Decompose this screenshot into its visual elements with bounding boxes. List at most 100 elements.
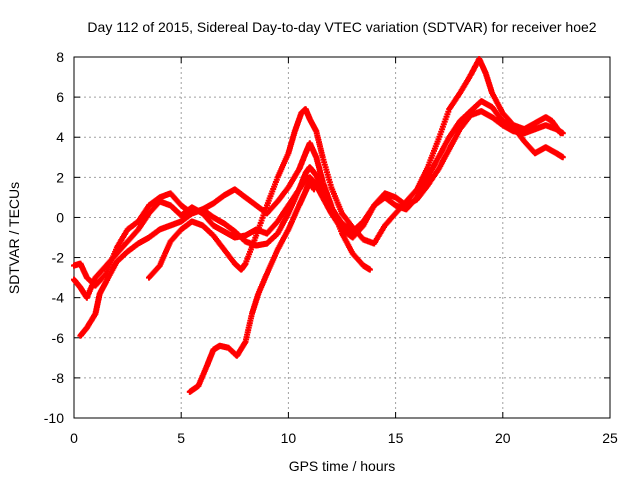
data-point: [447, 147, 451, 151]
data-point: [254, 203, 258, 207]
data-point: [361, 238, 365, 241]
data-point: [78, 334, 82, 338]
x-tick-label: 0: [70, 430, 78, 446]
data-point: [426, 175, 430, 179]
data-point: [304, 189, 308, 193]
data-point: [437, 137, 440, 141]
data-point: [201, 224, 205, 227]
data-point: [235, 354, 239, 358]
data-point: [136, 242, 140, 245]
data-point: [447, 107, 451, 111]
y-tick-label: 0: [56, 209, 64, 225]
data-point: [297, 187, 301, 191]
data-point: [329, 203, 333, 207]
data-point: [233, 262, 237, 266]
data-point: [179, 228, 183, 231]
data-point: [265, 272, 269, 276]
data-point: [104, 280, 108, 284]
data-point: [490, 91, 494, 95]
data-point: [233, 187, 237, 191]
data-point: [314, 129, 318, 133]
data-point: [115, 260, 119, 264]
data-point: [72, 278, 76, 282]
data-point: [136, 228, 140, 231]
data-point: [304, 107, 308, 111]
data-point: [426, 165, 430, 169]
data-point: [479, 99, 483, 103]
data-point: [304, 151, 308, 155]
data-point: [340, 232, 344, 235]
data-point: [383, 195, 387, 199]
data-point: [169, 224, 172, 227]
data-point: [222, 222, 226, 225]
data-point: [158, 195, 162, 199]
y-tick-label: -6: [52, 330, 65, 346]
data-point: [211, 234, 215, 237]
data-point: [276, 220, 280, 223]
data-point: [188, 390, 192, 394]
data-point: [501, 119, 505, 123]
data-point: [244, 340, 247, 344]
data-point: [437, 155, 440, 159]
y-tick-label: 2: [56, 169, 64, 185]
data-point: [383, 224, 387, 227]
data-point: [147, 276, 151, 280]
x-tick-label: 10: [281, 430, 297, 446]
data-point: [233, 230, 237, 233]
data-point: [256, 292, 260, 296]
data-point: [458, 127, 462, 131]
data-point: [85, 326, 89, 330]
data-point: [205, 364, 209, 368]
y-axis-label: SDTVAR / TECUs: [6, 182, 22, 294]
data-point: [85, 296, 89, 300]
data-point: [233, 236, 237, 239]
series-track-3: [77, 140, 373, 339]
data-point: [544, 115, 548, 119]
data-point: [533, 127, 537, 131]
data-point: [250, 312, 254, 316]
series-track-4: [146, 56, 564, 281]
y-tick-label: 4: [56, 129, 64, 145]
y-tick-label: 6: [56, 89, 64, 105]
data-point: [126, 228, 130, 231]
data-point: [550, 119, 554, 123]
data-point: [559, 131, 563, 135]
data-point: [93, 276, 97, 280]
data-point: [158, 228, 162, 231]
data-point: [179, 203, 183, 207]
data-point: [533, 121, 537, 125]
data-point: [314, 173, 318, 177]
data-point: [276, 248, 280, 251]
data-point: [244, 240, 247, 243]
data-point: [276, 199, 280, 203]
data-point: [308, 117, 312, 121]
data-point: [297, 167, 301, 171]
data-point: [126, 240, 130, 243]
x-tick-label: 20: [495, 430, 511, 446]
x-tick-labels: 0 5 10 15 20 25: [70, 430, 618, 446]
data-point: [239, 268, 243, 272]
data-point: [265, 232, 269, 235]
data-point: [211, 348, 215, 352]
data-point: [361, 220, 365, 223]
data-point: [312, 187, 316, 191]
y-tick-label: -2: [52, 250, 65, 266]
data-point: [265, 242, 269, 245]
data-point: [394, 195, 398, 199]
data-point: [299, 111, 303, 115]
data-point: [512, 123, 515, 127]
data-point: [286, 211, 290, 215]
data-point: [169, 203, 172, 207]
data-point: [244, 195, 247, 199]
data-point: [244, 234, 247, 237]
data-point: [85, 276, 89, 280]
data-point: [458, 119, 462, 123]
data-point: [276, 232, 280, 235]
data-point: [286, 151, 290, 155]
data-point: [147, 236, 151, 239]
data-point: [437, 167, 440, 171]
data-point: [276, 175, 280, 179]
data-point: [72, 264, 76, 268]
